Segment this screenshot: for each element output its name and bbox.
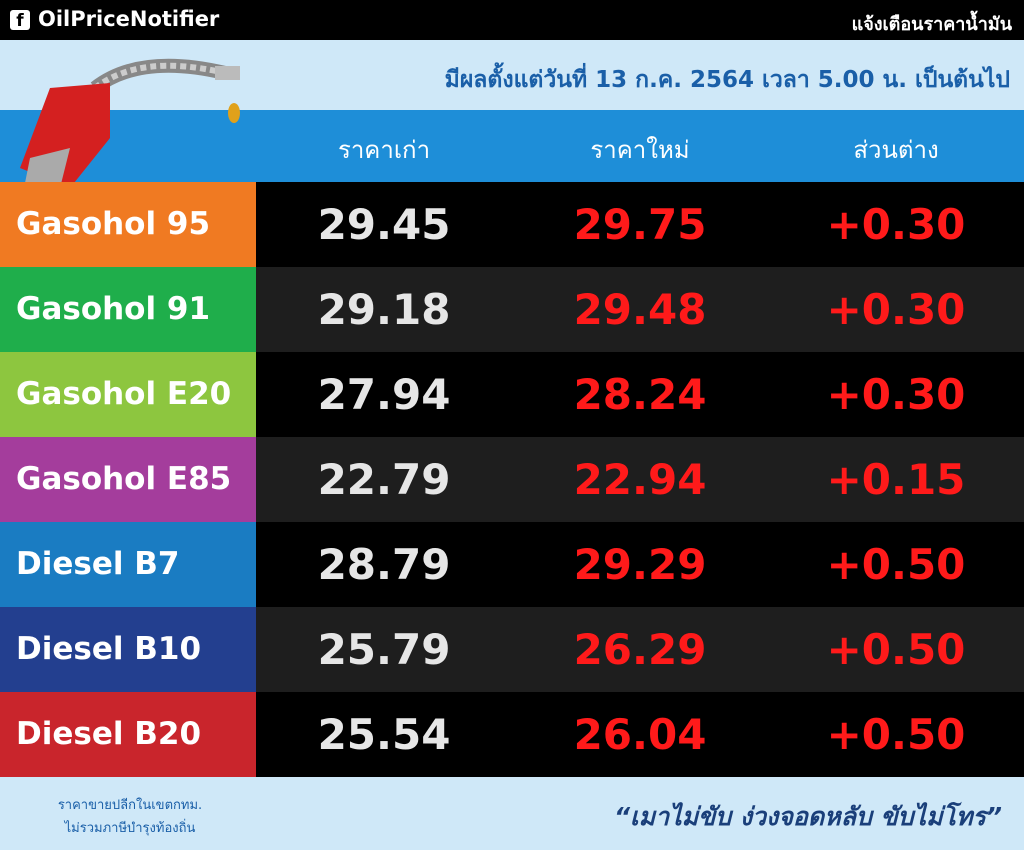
- old-price: 25.79: [317, 625, 451, 674]
- new-price: 28.24: [573, 370, 707, 419]
- difference: +0.15: [826, 455, 966, 504]
- old-price: 25.54: [317, 710, 451, 759]
- difference: +0.50: [826, 625, 966, 674]
- fuel-name: Gasohol E85: [0, 437, 256, 522]
- new-price: 26.04: [573, 710, 707, 759]
- new-price: 29.48: [573, 285, 707, 334]
- column-label: ราคาเก่า: [337, 136, 431, 164]
- difference: +0.30: [826, 370, 966, 419]
- column-label: ราคาใหม่: [590, 136, 690, 164]
- old-price: 22.79: [317, 455, 451, 504]
- column-label: ส่วนต่าง: [853, 136, 939, 164]
- table-row: Gasohol 95 29.45 29.75 +0.30: [0, 182, 1024, 267]
- fuel-name: Diesel B10: [0, 607, 256, 692]
- fuel-nozzle-icon: [20, 58, 240, 188]
- difference: +0.30: [826, 200, 966, 249]
- top-bar: f OilPriceNotifier แจ้งเตือนราคาน้ำมัน: [0, 0, 1024, 40]
- old-price: 28.79: [317, 540, 451, 589]
- table-row: Gasohol 91 29.18 29.48 +0.30: [0, 267, 1024, 352]
- old-price: 27.94: [317, 370, 451, 419]
- footer-note: ไม่รวมภาษีบำรุงท้องถิ่น: [64, 821, 196, 836]
- difference: +0.50: [826, 540, 966, 589]
- price-table: Gasohol 95 29.45 29.75 +0.30 Gasohol 91 29.18…: [0, 182, 1024, 777]
- fuel-name: Diesel B7: [0, 522, 256, 607]
- fuel-name: Gasohol 95: [0, 182, 256, 267]
- table-row: Gasohol E85 22.79 22.94 +0.15: [0, 437, 1024, 522]
- footer-note: ราคาขายปลีกในเขตกทม.: [57, 798, 203, 813]
- table-row: Diesel B7 28.79 29.29 +0.50: [0, 522, 1024, 607]
- difference: +0.50: [826, 710, 966, 759]
- difference: +0.30: [826, 285, 966, 334]
- subtitle-band: มีผลตั้งแต่วันที่ 13 ก.ค. 2564 เวลา 5.00…: [0, 40, 1024, 110]
- old-price: 29.18: [317, 285, 451, 334]
- new-price: 26.29: [573, 625, 707, 674]
- fuel-name: Gasohol 91: [0, 267, 256, 352]
- slogan: “เมาไม่ขับ ง่วงจอดหลับ ขับไม่โทร”: [613, 802, 1002, 831]
- brand: OilPriceNotifier: [38, 7, 220, 31]
- fuel-name: Diesel B20: [0, 692, 256, 777]
- old-price: 29.45: [317, 200, 451, 249]
- fuel-name: Gasohol E20: [0, 352, 256, 437]
- footer: ราคาขายปลีกในเขตกทม. ไม่รวมภาษีบำรุงท้อง…: [0, 777, 1024, 850]
- new-price: 22.94: [573, 455, 707, 504]
- new-price: 29.29: [573, 540, 707, 589]
- column-header: ราคาเก่า ราคาใหม่ ส่วนต่าง: [0, 110, 1024, 182]
- subtitle: มีผลตั้งแต่วันที่ 13 ก.ค. 2564 เวลา 5.00…: [444, 67, 1010, 93]
- table-row: Diesel B10 25.79 26.29 +0.50: [0, 607, 1024, 692]
- new-price: 29.75: [573, 200, 707, 249]
- table-row: Diesel B20 25.54 26.04 +0.50: [0, 692, 1024, 777]
- facebook-icon: f: [10, 10, 30, 31]
- tagline: แจ้งเตือนราคาน้ำมัน: [851, 14, 1012, 35]
- table-row: Gasohol E20 27.94 28.24 +0.30: [0, 352, 1024, 437]
